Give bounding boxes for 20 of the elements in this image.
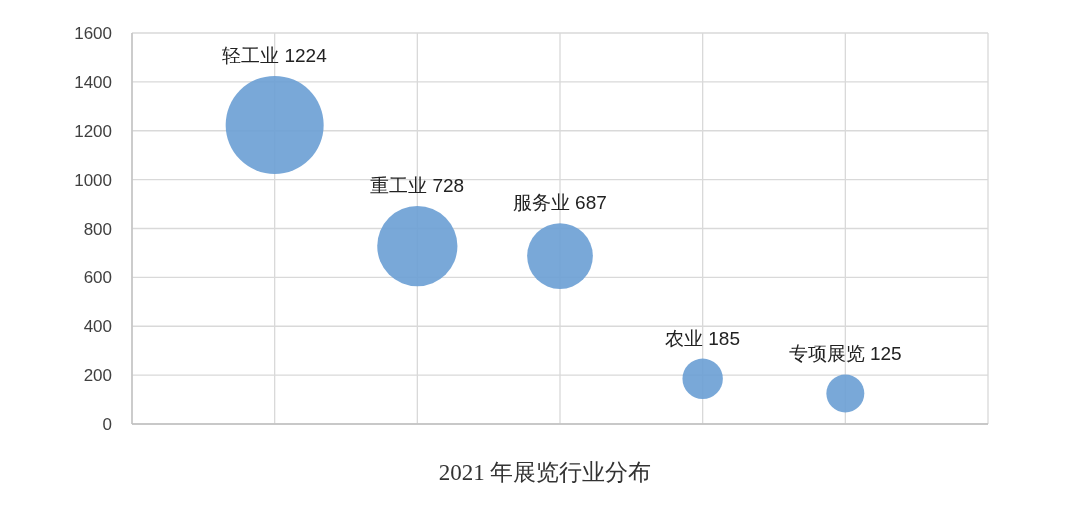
data-label: 728 <box>432 174 465 196</box>
x-tick-label: 轻工业 <box>222 44 280 66</box>
y-tick-label: 600 <box>83 268 112 288</box>
y-tick-label: 400 <box>83 317 112 337</box>
y-tick-label: 800 <box>83 219 112 239</box>
x-axis-title: 2021 年展览行业分布 <box>438 460 652 485</box>
x-tick-label: 服务业 <box>513 192 571 214</box>
y-tick-label: 1200 <box>74 121 112 141</box>
y-tick-label: 200 <box>83 366 112 386</box>
data-label: 1224 <box>284 44 328 66</box>
y-tick-label: 0 <box>102 415 112 434</box>
y-tick-label: 1600 <box>74 24 112 43</box>
y-tick-label: 1400 <box>74 72 112 92</box>
data-label: 125 <box>869 343 902 365</box>
x-tick-label: 重工业 <box>370 174 428 196</box>
data-label: 687 <box>575 192 607 214</box>
x-tick-label: 农业 <box>665 327 704 349</box>
data-label: 185 <box>708 327 740 349</box>
y-tick-label: 1000 <box>74 170 112 190</box>
x-tick-label: 专项展览 <box>788 343 865 365</box>
